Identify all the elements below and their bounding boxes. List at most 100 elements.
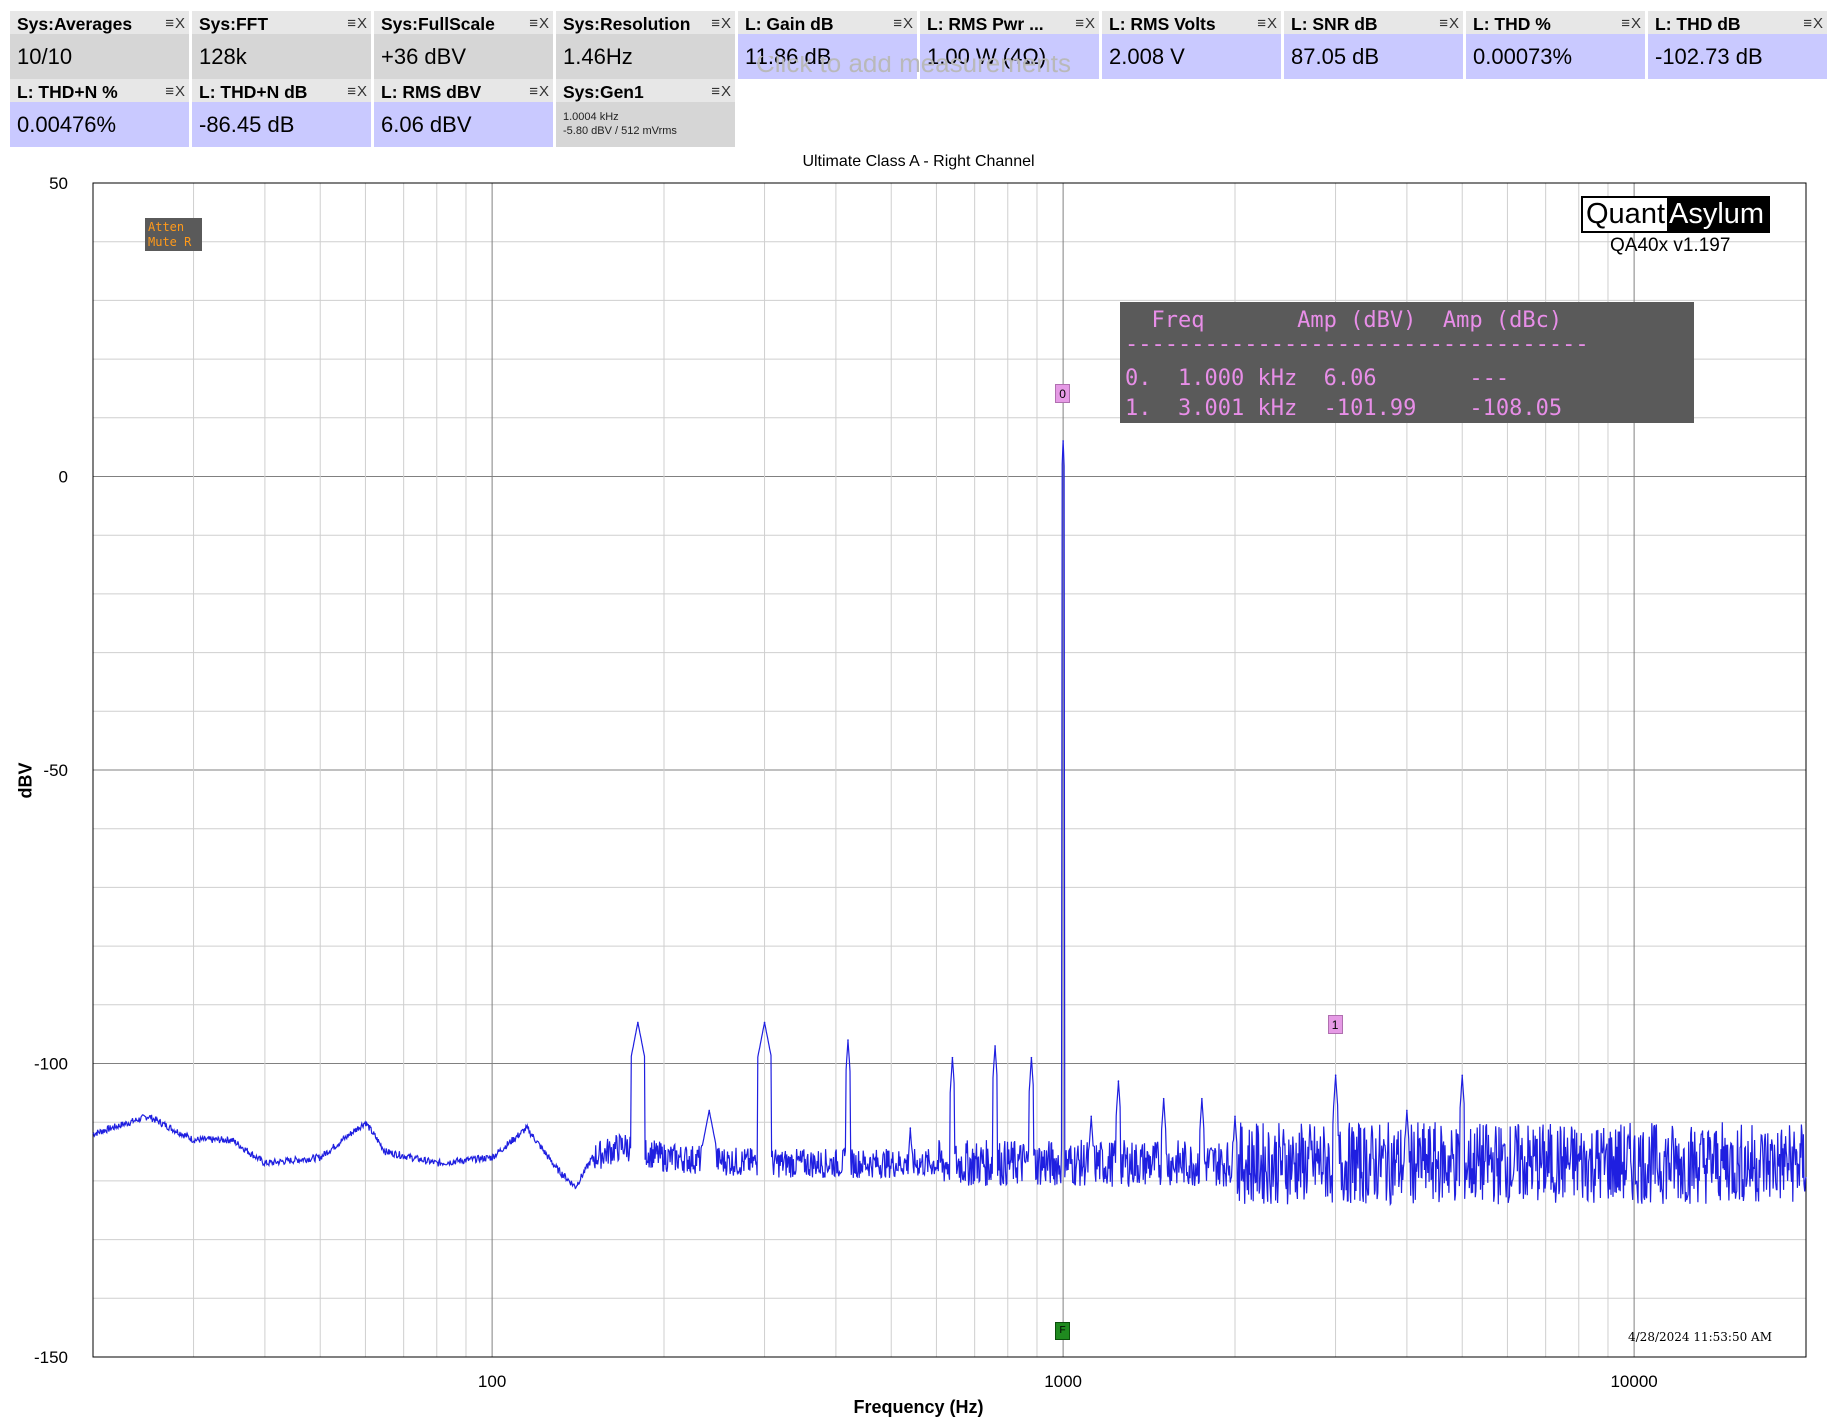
measurement-value-box: +36 dBV	[374, 34, 553, 79]
measurement-tile[interactable]: Sys:FFT ≡X 128k	[192, 11, 371, 79]
measurement-value: 10/10	[17, 44, 73, 69]
status-box: Atten Mute R	[145, 218, 202, 251]
chart-title: Ultimate Class A - Right Channel	[802, 153, 1035, 170]
measurement-value-box: 10/10	[10, 34, 189, 79]
peak-point	[637, 1021, 639, 1024]
measurement-value-box: 2.008 V	[1102, 34, 1281, 79]
measurement-header: L: THD+N dB ≡X	[192, 79, 371, 102]
peak-point	[994, 1045, 996, 1047]
measurement-header: Sys:Gen1 ≡X	[556, 79, 735, 102]
peak-point	[1162, 1097, 1165, 1100]
atten-label: Atten	[148, 220, 185, 234]
measurement-name: Sys:Gen1	[563, 82, 644, 102]
measurement-tile[interactable]: L: SNR dB ≡X 87.05 dB	[1284, 11, 1463, 79]
peak-point	[1062, 440, 1064, 442]
fundamental-marker[interactable]: F	[1055, 1322, 1071, 1340]
menu-close-icon[interactable]: ≡X	[711, 15, 732, 32]
menu-close-icon[interactable]: ≡X	[529, 83, 550, 100]
measurement-header: Sys:FullScale ≡X	[374, 11, 553, 34]
x-tick-label: 1000	[1044, 1372, 1082, 1391]
peak-point	[1234, 1115, 1236, 1118]
peak-point	[1030, 1056, 1033, 1059]
measurement-name: Sys:FullScale	[381, 14, 495, 34]
menu-close-icon[interactable]: ≡X	[1621, 15, 1642, 32]
menu-close-icon[interactable]: ≡X	[1075, 15, 1096, 32]
measurement-value-box: 11.86 dB	[738, 34, 917, 79]
menu-close-icon[interactable]: ≡X	[711, 83, 732, 100]
peak-point	[1201, 1097, 1203, 1100]
peak-point	[1406, 1109, 1408, 1112]
menu-close-icon[interactable]: ≡X	[529, 15, 550, 32]
spectrum-trace	[92, 440, 1807, 1207]
measurement-name: L: THD+N dB	[199, 82, 308, 102]
measurement-value: 1.46Hz	[563, 44, 633, 69]
measurement-tile[interactable]: L: THD % ≡X 0.00073%	[1466, 11, 1645, 79]
measurement-value: 0.00476%	[17, 112, 117, 137]
measurement-name: Sys:FFT	[199, 14, 269, 34]
measurement-header: L: Gain dB ≡X	[738, 11, 917, 34]
measurement-name: L: Gain dB	[745, 14, 834, 34]
measurement-value: 128k	[199, 44, 247, 69]
peak-point	[708, 1109, 711, 1112]
menu-close-icon[interactable]: ≡X	[1803, 15, 1824, 32]
harmonic-table: Freq Amp (dBV) Amp (dBc) ---------------…	[1120, 302, 1694, 423]
measurement-tile[interactable]: Sys:Resolution ≡X 1.46Hz	[556, 11, 735, 79]
harmonic-table-header: Freq Amp (dBV) Amp (dBc)	[1125, 308, 1563, 333]
measurement-value-box: -86.45 dB	[192, 102, 371, 147]
measurement-value: -86.45 dB	[199, 112, 295, 137]
menu-close-icon[interactable]: ≡X	[1257, 15, 1278, 32]
measurement-header: L: RMS dBV ≡X	[374, 79, 553, 102]
measurement-value: 0.00073%	[1473, 44, 1573, 69]
menu-close-icon[interactable]: ≡X	[893, 15, 914, 32]
measurement-header: L: RMS Pwr ... ≡X	[920, 11, 1099, 34]
measurement-value: 87.05 dB	[1291, 44, 1380, 69]
measurement-value: 1.00 W (4Ω)	[927, 44, 1047, 69]
y-tick-label: 50	[49, 174, 68, 193]
measurement-name: L: SNR dB	[1291, 14, 1378, 34]
measurement-value: +36 dBV	[381, 44, 467, 69]
measurement-tile[interactable]: L: Gain dB ≡X 11.86 dB	[738, 11, 917, 79]
measurement-header: Sys:FFT ≡X	[192, 11, 371, 34]
menu-close-icon[interactable]: ≡X	[165, 15, 186, 32]
y-tick-label: -150	[34, 1348, 68, 1367]
peak-point	[1461, 1074, 1464, 1077]
generator-settings: 1.0004 kHz -5.80 dBV / 512 mVrms	[563, 110, 677, 138]
measurement-tile[interactable]: L: THD+N dB ≡X -86.45 dB	[192, 79, 371, 147]
measurement-value-box: 6.06 dBV	[374, 102, 553, 147]
menu-close-icon[interactable]: ≡X	[165, 83, 186, 100]
measurement-value-box: 128k	[192, 34, 371, 79]
measurement-name: L: THD+N %	[17, 82, 118, 102]
measurement-header: L: RMS Volts ≡X	[1102, 11, 1281, 34]
quantasylum-logo: Quant Asylum	[1581, 196, 1771, 233]
peak-point	[951, 1056, 954, 1059]
measurement-name: L: RMS Volts	[1109, 14, 1216, 34]
plot-frame	[92, 182, 1807, 1358]
measurement-value-box: 1.46Hz	[556, 34, 735, 79]
measurement-tile[interactable]: Sys:Averages ≡X 10/10	[10, 11, 189, 79]
measurement-tile[interactable]: L: THD+N % ≡X 0.00476%	[10, 79, 189, 147]
peak-point	[1334, 1074, 1337, 1076]
harmonic-row: 0. 1.000 kHz 6.06 ---	[1125, 366, 1510, 391]
measurement-tile[interactable]: L: RMS dBV ≡X 6.06 dBV	[374, 79, 553, 147]
measurement-tile[interactable]: Sys:FullScale ≡X +36 dBV	[374, 11, 553, 79]
menu-close-icon[interactable]: ≡X	[347, 83, 368, 100]
harmonic-table-divider: -----------------------------------	[1125, 332, 1589, 357]
harmonic-marker[interactable]: 0	[1055, 384, 1071, 404]
measurement-value-box: -102.73 dB	[1648, 34, 1827, 79]
spectrum-chart[interactable]: 50 0 -50 -100 -150 100 1000 10000	[0, 140, 1837, 1421]
measurement-tile[interactable]: L: THD dB ≡X -102.73 dB	[1648, 11, 1827, 79]
measurement-name: L: THD %	[1473, 14, 1551, 34]
add-measurement-hint[interactable]: Click to add measurements	[756, 56, 1072, 78]
menu-close-icon[interactable]: ≡X	[1439, 15, 1460, 32]
harmonic-marker[interactable]: 1	[1327, 1015, 1343, 1035]
x-tick-label: 10000	[1610, 1372, 1657, 1391]
harmonic-row: 1. 3.001 kHz -101.99 -108.05	[1125, 396, 1563, 421]
measurement-value-box: 1.00 W (4Ω)	[920, 34, 1099, 79]
y-axis-label: dBV	[15, 762, 36, 799]
menu-close-icon[interactable]: ≡X	[347, 15, 368, 32]
measurement-tile[interactable]: L: RMS Volts ≡X 2.008 V	[1102, 11, 1281, 79]
measurement-header: L: THD dB ≡X	[1648, 11, 1827, 34]
y-tick-label: -50	[43, 761, 68, 780]
measurement-tile[interactable]: Sys:Gen1 ≡X 1.0004 kHz -5.80 dBV / 512 mVrm…	[556, 79, 735, 147]
measurement-tile[interactable]: L: RMS Pwr ... ≡X 1.00 W (4Ω)	[920, 11, 1099, 79]
